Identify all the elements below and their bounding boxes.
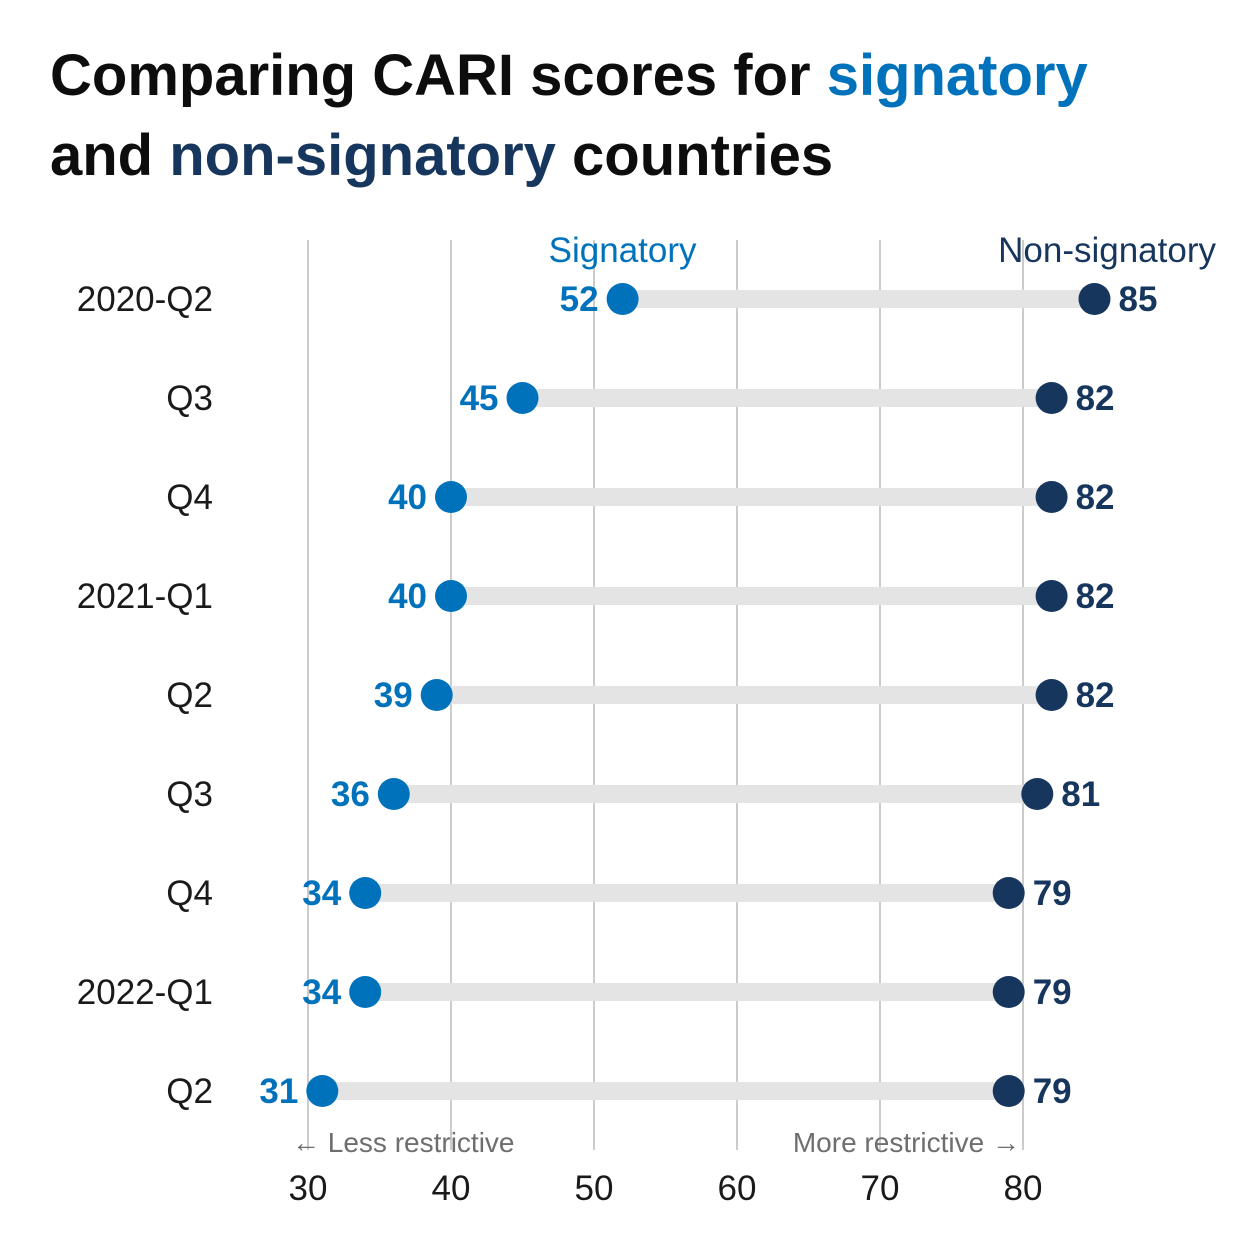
signatory-point bbox=[377, 778, 410, 810]
signatory-value-label: 40 bbox=[388, 577, 427, 616]
signatory-point bbox=[349, 976, 382, 1008]
signatory-point bbox=[435, 580, 467, 612]
signatory-point bbox=[606, 283, 639, 315]
signatory-value-label: 39 bbox=[374, 676, 413, 715]
non-signatory-point bbox=[1035, 679, 1068, 711]
title-part-2: and bbox=[50, 123, 170, 188]
signatory-value-label: 34 bbox=[302, 874, 341, 913]
non-signatory-value-label: 79 bbox=[1033, 973, 1072, 1012]
signatory-point bbox=[349, 877, 382, 909]
title-part-1: Comparing CARI scores for bbox=[50, 43, 827, 108]
non-signatory-value-label: 82 bbox=[1076, 478, 1115, 517]
signatory-value-label: 34 bbox=[302, 973, 341, 1012]
data-labels: 52 85 45 82 40 82 40 82 39 82 36 81 34 79 34 79 31 79 bbox=[259, 280, 1157, 1111]
non-signatory-point bbox=[992, 1075, 1025, 1107]
non-signatory-point bbox=[1035, 580, 1068, 612]
signatory-value-label: 45 bbox=[460, 379, 499, 418]
signatory-value-label: 40 bbox=[388, 478, 427, 517]
non-signatory-value-label: 81 bbox=[1061, 775, 1100, 814]
chart-title: Comparing CARI scores for signatory and n… bbox=[50, 36, 1230, 196]
category-label-1: Q3 bbox=[166, 379, 213, 418]
x-tick-label-60: 60 bbox=[718, 1169, 757, 1208]
non-signatory-point bbox=[992, 976, 1025, 1008]
signatory-point bbox=[435, 481, 467, 513]
category-label-5: Q3 bbox=[166, 775, 213, 814]
category-label-7: 2022-Q1 bbox=[77, 973, 213, 1012]
x-tick-label-40: 40 bbox=[432, 1169, 471, 1208]
signatory-point bbox=[506, 382, 539, 414]
non-signatory-point bbox=[1035, 481, 1068, 513]
non-signatory-value-label: 82 bbox=[1076, 577, 1115, 616]
category-labels: 2020-Q2 Q3 Q4 2021-Q1 Q2 Q3 Q4 2022-Q1 Q2 bbox=[77, 280, 213, 1111]
series-label-non-signatory: Non-signatory bbox=[998, 231, 1216, 270]
non-signatory-point bbox=[1035, 382, 1068, 414]
non-signatory-value-label: 79 bbox=[1033, 874, 1072, 913]
x-tick-label-80: 80 bbox=[1004, 1169, 1043, 1208]
signatory-point bbox=[420, 679, 453, 711]
x-tick-label-50: 50 bbox=[575, 1169, 614, 1208]
x-tick-label-70: 70 bbox=[861, 1169, 900, 1208]
category-label-2: Q4 bbox=[166, 478, 213, 517]
category-label-8: Q2 bbox=[166, 1072, 213, 1111]
title-signatory: signatory bbox=[826, 43, 1088, 108]
non-signatory-value-label: 79 bbox=[1033, 1072, 1072, 1111]
non-signatory-point bbox=[1078, 283, 1111, 315]
category-label-3: 2021-Q1 bbox=[77, 577, 213, 616]
signatory-point bbox=[306, 1075, 339, 1107]
non-signatory-value-label: 82 bbox=[1076, 676, 1115, 715]
data-points bbox=[306, 283, 1111, 1107]
non-signatory-point bbox=[992, 877, 1025, 909]
category-label-4: Q2 bbox=[166, 676, 213, 715]
title-part-3: countries bbox=[555, 123, 834, 188]
x-axis-ticks: 30 40 50 60 70 80 bbox=[289, 1169, 1043, 1208]
title-non-signatory: non-signatory bbox=[169, 123, 556, 188]
category-label-6: Q4 bbox=[166, 874, 213, 913]
annotation-more-restrictive: More restrictive → bbox=[793, 1127, 1020, 1158]
connector-bars bbox=[322, 290, 1095, 1100]
signatory-value-label: 36 bbox=[331, 775, 370, 814]
x-tick-label-30: 30 bbox=[289, 1169, 328, 1208]
signatory-value-label: 31 bbox=[259, 1072, 298, 1111]
non-signatory-value-label: 82 bbox=[1076, 379, 1115, 418]
annotation-less-restrictive: ← Less restrictive bbox=[292, 1127, 515, 1158]
signatory-value-label: 52 bbox=[560, 280, 599, 319]
category-label-0: 2020-Q2 bbox=[77, 280, 213, 319]
non-signatory-value-label: 85 bbox=[1119, 280, 1158, 319]
series-label-signatory: Signatory bbox=[549, 231, 697, 270]
non-signatory-point bbox=[1021, 778, 1054, 810]
